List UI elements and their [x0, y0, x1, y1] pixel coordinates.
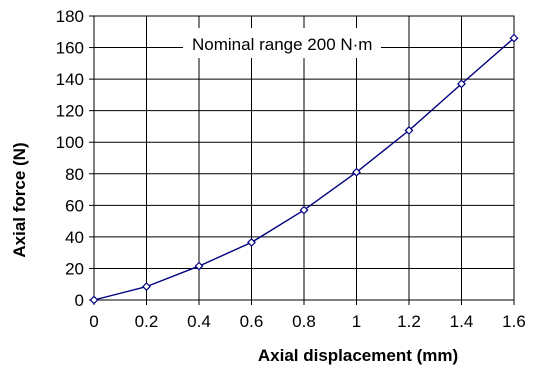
data-point [352, 167, 361, 177]
data-point [404, 125, 414, 135]
plot-area-frame [93, 15, 515, 301]
data-point [457, 79, 466, 89]
x-axis-title: Axial displacement (mm) [258, 346, 458, 365]
y-tick-label: 80 [65, 165, 84, 184]
annotation-label: Nominal range 200 N·m [192, 35, 372, 54]
y-tick-label: 140 [56, 70, 84, 89]
x-tick-label: 1 [352, 312, 361, 331]
data-point [247, 237, 256, 247]
y-tick-label: 120 [56, 102, 84, 121]
x-tick-label: 0.2 [135, 312, 159, 331]
y-tick-label: 0 [75, 291, 84, 310]
y-tick-labels: 0 20 40 60 80 100 120 140 160 180 [56, 7, 84, 310]
y-tick-label: 160 [56, 39, 84, 58]
y-tick-label: 20 [65, 259, 84, 278]
data-point [142, 282, 151, 292]
y-tick-label: 100 [56, 133, 84, 152]
y-tick-label: 40 [65, 228, 84, 247]
y-axis-title: Axial force (N) [10, 142, 29, 257]
x-tick-label: 1.2 [397, 312, 421, 331]
data-point [299, 205, 309, 215]
x-tick-label: 0.6 [240, 312, 264, 331]
annotation-background [183, 28, 381, 58]
x-tick-label: 0.8 [292, 312, 316, 331]
y-tick-label: 180 [56, 7, 84, 26]
x-tick-label: 0.4 [187, 312, 211, 331]
x-tick-label: 1.6 [502, 312, 526, 331]
grid [89, 15, 515, 305]
x-tick-labels: 0 0.2 0.4 0.6 0.8 1 1.2 1.4 1.6 [89, 312, 526, 331]
data-point [509, 33, 519, 43]
y-tick-label: 60 [65, 196, 84, 215]
x-tick-label: 1.4 [450, 312, 474, 331]
data-point [89, 295, 99, 305]
series [89, 33, 519, 305]
data-point [194, 261, 204, 271]
x-tick-label: 0 [89, 312, 98, 331]
